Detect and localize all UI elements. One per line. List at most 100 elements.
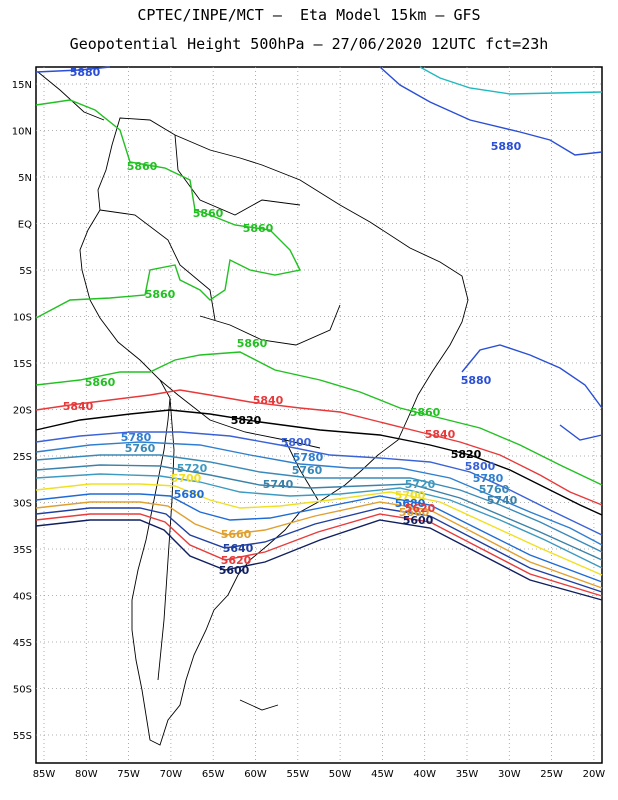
contour-5660 (35, 501, 603, 589)
contour-5760 (35, 454, 603, 553)
contour-label-5720: 5720 (405, 478, 436, 491)
contour-label-5880: 5880 (491, 140, 522, 153)
lon-label: 85W (33, 769, 56, 780)
lon-label: 20W (583, 769, 606, 780)
lat-label: 15S (13, 359, 32, 370)
contour-label-5660: 5660 (399, 506, 430, 519)
contour-5880-east (461, 344, 603, 441)
lon-label: 75W (117, 769, 140, 780)
map-frame (35, 66, 603, 764)
lat-label: 35S (13, 545, 32, 556)
border-brazil-bolivia (199, 304, 341, 346)
contour-label-5600: 5600 (219, 564, 250, 577)
lat-label: 55S (13, 731, 32, 742)
lat-label: 15N (12, 80, 32, 91)
contour-label-5880: 5880 (461, 374, 492, 387)
contour-5620 (35, 513, 603, 597)
lat-label: 40S (13, 592, 32, 603)
contour-label-5640: 5640 (223, 542, 254, 555)
contour-labels: 5880 5880 5880 5860 5860 5860 5860 5860 5860 5860… (63, 66, 522, 577)
contour-label-5740: 5740 (487, 494, 518, 507)
map-title-line-2: Geopotential Height 500hPa – 27/06/2020 … (69, 35, 549, 53)
contour-label-5700: 5700 (171, 472, 202, 485)
contour-5860 (35, 99, 603, 486)
longitude-labels: 85W 80W 75W 70W 65W 60W 55W 50W 45W 40W 35W 30W 25W 2… (33, 769, 606, 780)
lon-label: 80W (75, 769, 98, 780)
lon-label: 30W (498, 769, 521, 780)
lon-label: 55W (286, 769, 309, 780)
contour-5780 (35, 441, 603, 546)
contour-label-5840: 5840 (425, 428, 456, 441)
contour-label-5860: 5860 (85, 376, 116, 389)
contour-label-5620: 5620 (221, 554, 252, 567)
lat-label: 25S (13, 452, 32, 463)
contour-label-5680: 5680 (395, 497, 426, 510)
lon-label: 70W (160, 769, 183, 780)
lon-label: 50W (329, 769, 352, 780)
contour-label-5780: 5780 (473, 472, 504, 485)
contour-label-5820: 5820 (231, 414, 262, 427)
contour-5880-north (35, 66, 603, 156)
lat-label: 5S (19, 266, 32, 277)
border-bolivia-paraguay (159, 379, 321, 449)
contour-5700 (35, 483, 603, 576)
contour-label-5860: 5860 (193, 207, 224, 220)
falklands-coast (239, 699, 279, 711)
lat-label: 45S (13, 638, 32, 649)
coastline (37, 71, 469, 746)
border-chile-argentina (157, 397, 175, 681)
contour-label-5800: 5800 (465, 460, 496, 473)
contour-label-5860: 5860 (127, 160, 158, 173)
contour-label-5860: 5860 (145, 288, 176, 301)
contour-label-5780: 5780 (293, 451, 324, 464)
lon-label: 60W (244, 769, 267, 780)
contour-label-5680: 5680 (174, 488, 205, 501)
contour-5740 (35, 464, 603, 561)
lat-label: EQ (18, 220, 32, 231)
lat-label: 30S (13, 499, 32, 510)
contour-label-5600: 5600 (403, 514, 434, 527)
contour-label-5720: 5720 (177, 462, 208, 475)
contour-5800 (35, 431, 603, 536)
contour-label-5740: 5740 (263, 478, 294, 491)
contour-label-5760: 5760 (125, 442, 156, 455)
lat-label: 50S (13, 685, 32, 696)
contour-label-5660: 5660 (221, 528, 252, 541)
contour-label-5800: 5800 (281, 436, 312, 449)
border-venezuela-brazil (174, 134, 301, 216)
contour-label-5840: 5840 (253, 394, 284, 407)
geopotential-contours (35, 66, 603, 601)
contour-5840 (35, 389, 603, 506)
latitude-labels: 15N 10N 5N EQ 5S 10S 15S 20S 25S 30S 35S 40S 45S 50S 5… (12, 80, 32, 742)
contour-label-5860: 5860 (243, 222, 274, 235)
lat-label: 20S (13, 406, 32, 417)
contour-5720 (35, 473, 603, 569)
border-peru-brazil (99, 209, 216, 321)
graticule (36, 67, 602, 763)
contour-5680 (35, 493, 603, 583)
contour-5600 (35, 519, 603, 601)
contour-label-5840: 5840 (63, 400, 94, 413)
lon-label: 25W (540, 769, 563, 780)
border-uruguay (284, 439, 319, 501)
contour-label-5760: 5760 (292, 464, 323, 477)
lat-label: 10N (12, 127, 32, 138)
contour-label-5860: 5860 (237, 337, 268, 350)
lon-label: 35W (456, 769, 479, 780)
contour-label-5860: 5860 (410, 406, 441, 419)
contour-label-5620: 5620 (405, 502, 436, 515)
south-america-coast (79, 117, 469, 746)
lat-label: 10S (13, 313, 32, 324)
contour-label-5780: 5780 (121, 431, 152, 444)
contour-5820 (35, 409, 603, 516)
lon-label: 45W (371, 769, 394, 780)
map-title-line-1: CPTEC/INPE/MCT – Eta Model 15km – GFS (137, 6, 481, 24)
contour-label-5760: 5760 (479, 483, 510, 496)
contour-5880-cyan (419, 66, 603, 95)
contour-label-5700: 5700 (395, 489, 426, 502)
lon-label: 40W (413, 769, 436, 780)
contour-label-5820: 5820 (451, 448, 482, 461)
contour-5640 (35, 507, 603, 593)
contour-label-5880: 5880 (70, 66, 101, 79)
